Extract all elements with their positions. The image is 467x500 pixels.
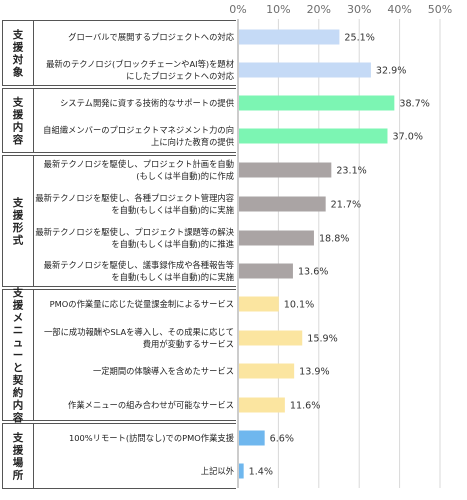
category-label: 最新のテクノロジ(ブロックチェーンやAI等)を題材にしたプロジェクトへの対応 [46, 59, 235, 81]
bar-value-label: 13.9% [299, 367, 329, 378]
category-label: PMOの作業量に応じた従量課金制によるサービス [50, 299, 234, 309]
bar [239, 363, 295, 379]
bar-value-label: 23.1% [336, 166, 366, 177]
category-label: 自組織メンバーのプロジェクトマネジメント力の向上に向けた教育の提供 [43, 125, 234, 147]
x-tick-label: 10% [266, 3, 290, 16]
bar-value-label: 38.7% [399, 99, 429, 110]
bar-value-label: 1.4% [249, 467, 273, 478]
bar [239, 397, 285, 413]
group-label: 支援形式 [12, 196, 24, 247]
x-tick-label: 20% [307, 3, 331, 16]
group-bracket [2, 289, 34, 421]
bar-value-label: 25.1% [344, 33, 374, 44]
bar-value-label: 13.6% [298, 267, 328, 278]
category-label: 一部に成功報酬やSLAを導入し、その成果に応じて費用が変動するサービス [44, 327, 234, 349]
bar-layer [239, 29, 395, 479]
bar-value-label: 18.8% [319, 234, 349, 245]
x-tick-label: 50% [428, 3, 452, 16]
x-tick-label: 0% [229, 3, 246, 16]
category-label: 一定期間の体験導入を含めたサービス [93, 366, 234, 376]
bar [239, 95, 395, 111]
category-label: 100%リモート(訪問なし)でのPMO作業支援 [69, 433, 235, 443]
bar-value-label: 37.0% [392, 132, 422, 143]
bar [239, 330, 303, 346]
group-bracket [2, 423, 34, 489]
bar [239, 230, 314, 246]
bar [239, 162, 332, 178]
group-label: 支援場所 [12, 431, 24, 482]
category-label: 最新テクノロジを駆使し、プロジェクト計画を自動(もしくは半自動)的に作成 [44, 159, 234, 181]
category-label: 最新テクノロジを駆使し、各種プロジェクト管理内容を自動(もしくは半自動)的に実施 [35, 193, 234, 215]
bar [239, 463, 244, 479]
bar [239, 128, 388, 144]
bar-value-label: 10.1% [284, 300, 314, 311]
bar-value-label: 6.6% [270, 434, 294, 445]
label-layer: 0% 10% 20% 30% 40% 50% 支援対象支援内容支援形式支援メニューと契約内容… [12, 3, 452, 481]
category-label: システム開発に資する技術的なサポートの提供 [60, 98, 234, 108]
category-label: 最新テクノロジを駆使し、プロジェクト課題等の解決を自動(もしくは半自動)的に推進 [35, 227, 234, 249]
group-bracket [2, 155, 34, 287]
category-label: 上記以外 [201, 466, 235, 476]
bar [239, 430, 265, 446]
bar [239, 263, 293, 279]
bar [239, 29, 340, 45]
bar-value-label: 11.6% [290, 401, 320, 412]
category-label: グローバルで展開するプロジェクトへの対応 [68, 32, 235, 42]
bar [239, 196, 326, 212]
group-label: 支援メニューと契約内容 [12, 286, 24, 424]
x-tick-label: 40% [387, 3, 411, 16]
grid-layer [2, 19, 441, 489]
group-bracket [2, 88, 34, 153]
category-label: 作業メニューの組み合わせが可能なサービス [68, 400, 234, 410]
bar-value-label: 15.9% [307, 334, 337, 345]
group-bracket [2, 20, 34, 86]
group-label: 支援内容 [12, 95, 24, 146]
category-label: 最新テクノロジを駆使し、議事録作成や各種報告等を自動(もしくは半自動)的に実施 [44, 260, 234, 282]
bar-value-label: 32.9% [376, 66, 406, 77]
x-tick-label: 30% [347, 3, 371, 16]
bar [239, 296, 279, 312]
bar-value-label: 21.7% [331, 200, 361, 211]
group-label: 支援対象 [12, 28, 24, 79]
bar [239, 62, 371, 78]
